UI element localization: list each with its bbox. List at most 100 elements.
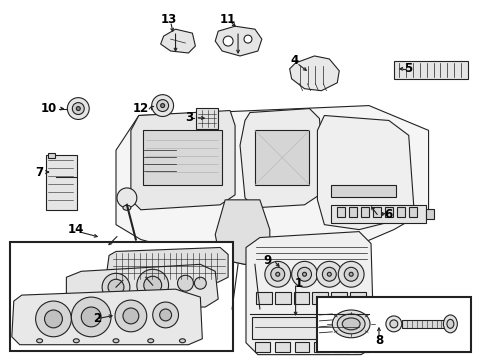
Ellipse shape xyxy=(337,314,365,334)
Circle shape xyxy=(67,98,89,120)
Bar xyxy=(331,205,425,223)
Polygon shape xyxy=(317,116,413,230)
Polygon shape xyxy=(12,289,202,345)
Text: 5: 5 xyxy=(403,62,411,75)
Bar xyxy=(142,130,222,185)
Circle shape xyxy=(297,267,311,281)
Bar xyxy=(401,320,446,328)
Bar xyxy=(196,108,218,129)
Bar xyxy=(331,292,346,304)
Text: 10: 10 xyxy=(40,102,56,115)
Ellipse shape xyxy=(332,310,369,338)
Bar xyxy=(425,209,433,219)
Circle shape xyxy=(264,261,290,287)
Circle shape xyxy=(344,267,357,281)
Bar xyxy=(314,342,328,352)
Polygon shape xyxy=(245,231,373,355)
Bar xyxy=(294,342,309,352)
Bar xyxy=(334,342,348,352)
Bar xyxy=(317,297,470,352)
Circle shape xyxy=(71,297,111,337)
Circle shape xyxy=(76,107,80,111)
Bar xyxy=(384,207,392,217)
Text: 3: 3 xyxy=(185,111,193,124)
Ellipse shape xyxy=(147,339,153,343)
Circle shape xyxy=(302,272,306,276)
Bar xyxy=(360,207,368,217)
Circle shape xyxy=(108,279,123,295)
Bar xyxy=(47,153,55,158)
Text: 13: 13 xyxy=(160,13,176,26)
Ellipse shape xyxy=(179,339,185,343)
Bar xyxy=(372,207,380,217)
Text: 12: 12 xyxy=(132,102,148,115)
Bar xyxy=(274,342,289,352)
Bar xyxy=(331,185,395,197)
Circle shape xyxy=(137,269,168,301)
Circle shape xyxy=(160,309,171,321)
Circle shape xyxy=(44,310,62,328)
Bar xyxy=(254,130,309,185)
Circle shape xyxy=(316,261,342,287)
Bar xyxy=(396,207,404,217)
Circle shape xyxy=(194,277,206,289)
Text: 14: 14 xyxy=(68,223,84,236)
Ellipse shape xyxy=(446,319,453,328)
Polygon shape xyxy=(131,111,235,210)
Circle shape xyxy=(349,320,361,332)
Circle shape xyxy=(115,300,146,332)
Circle shape xyxy=(36,301,71,337)
Circle shape xyxy=(81,307,101,327)
Circle shape xyxy=(151,95,173,117)
Bar xyxy=(254,342,269,352)
Polygon shape xyxy=(240,109,324,208)
Circle shape xyxy=(122,308,139,324)
Polygon shape xyxy=(161,29,195,53)
Text: 8: 8 xyxy=(374,334,382,347)
Polygon shape xyxy=(215,200,269,264)
Circle shape xyxy=(102,273,130,301)
Polygon shape xyxy=(116,105,427,264)
Circle shape xyxy=(117,188,137,208)
Circle shape xyxy=(291,261,317,287)
Circle shape xyxy=(143,276,162,294)
Polygon shape xyxy=(289,56,339,91)
Bar xyxy=(349,292,366,304)
Bar xyxy=(255,292,271,304)
Text: 2: 2 xyxy=(93,312,101,325)
Bar xyxy=(251,317,362,339)
Ellipse shape xyxy=(385,316,401,332)
Polygon shape xyxy=(66,264,218,307)
Text: 11: 11 xyxy=(220,13,236,26)
Bar xyxy=(337,207,345,217)
Ellipse shape xyxy=(73,339,79,343)
Bar xyxy=(293,292,309,304)
Ellipse shape xyxy=(122,205,131,210)
Bar xyxy=(393,61,468,79)
Bar xyxy=(45,155,77,210)
Ellipse shape xyxy=(389,320,397,328)
Circle shape xyxy=(177,275,193,291)
Text: 7: 7 xyxy=(35,166,43,179)
Ellipse shape xyxy=(113,339,119,343)
Text: 6: 6 xyxy=(383,208,391,221)
Bar xyxy=(348,207,356,217)
Circle shape xyxy=(244,35,251,43)
Ellipse shape xyxy=(342,318,359,330)
Circle shape xyxy=(223,36,233,46)
Circle shape xyxy=(152,302,178,328)
Text: 4: 4 xyxy=(290,54,298,67)
Circle shape xyxy=(338,261,364,287)
Bar xyxy=(312,292,327,304)
Bar xyxy=(274,292,290,304)
Circle shape xyxy=(275,272,279,276)
Polygon shape xyxy=(106,247,228,284)
Polygon shape xyxy=(215,26,262,56)
Text: 1: 1 xyxy=(294,277,302,290)
Circle shape xyxy=(326,272,331,276)
Bar xyxy=(353,342,368,352)
Circle shape xyxy=(322,267,336,281)
Circle shape xyxy=(72,103,84,114)
Bar xyxy=(408,207,416,217)
Circle shape xyxy=(156,100,168,112)
